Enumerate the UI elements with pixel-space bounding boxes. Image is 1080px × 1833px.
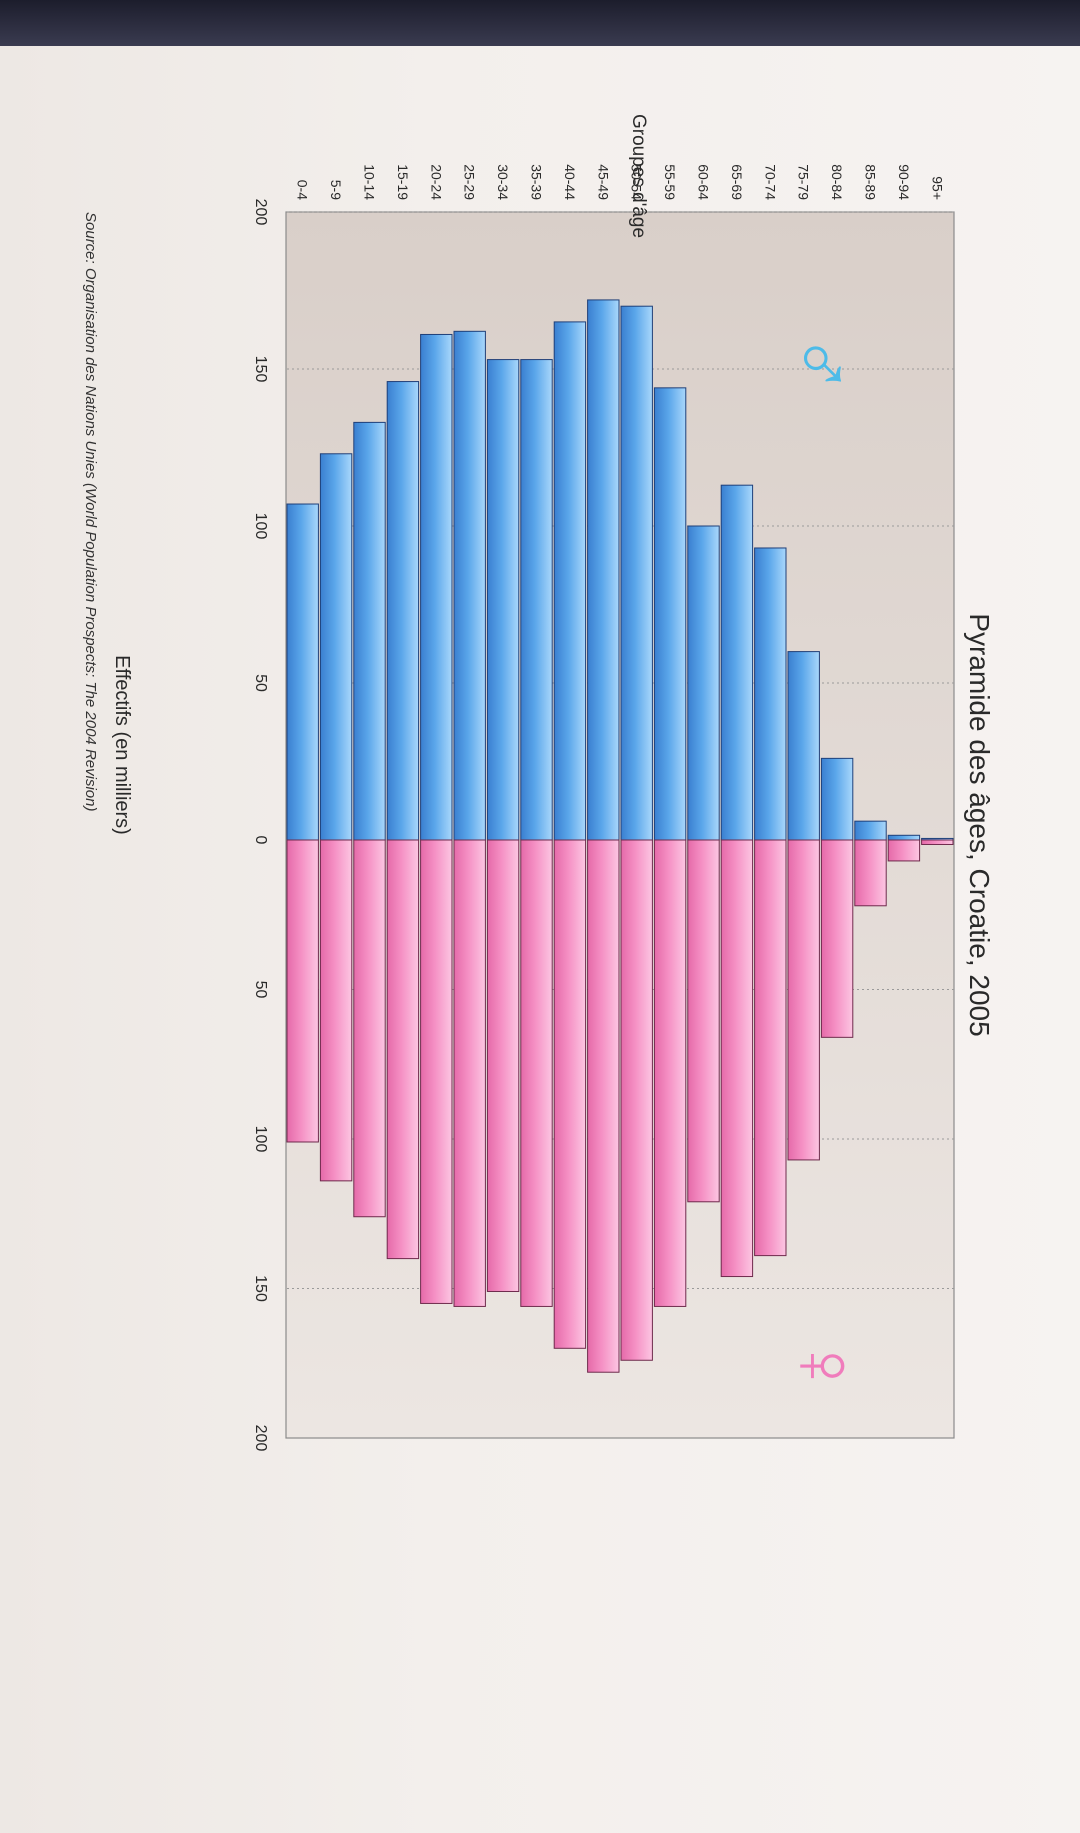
age-group-label: 60-64 bbox=[696, 164, 712, 200]
age-group-label: 40-44 bbox=[562, 164, 578, 200]
bar-female-10-14 bbox=[353, 839, 386, 1218]
bar-female-45-49 bbox=[587, 839, 620, 1373]
labels: 95+ 90-94 85-89 80-84 75-79 70-74 65-69 60-64 55… bbox=[252, 164, 945, 1451]
bar-female-85-89 bbox=[854, 839, 887, 907]
x-tick-label: 100 bbox=[252, 1126, 269, 1153]
bar-male-85-89 bbox=[854, 820, 887, 841]
age-group-label: 90-94 bbox=[896, 164, 912, 200]
age-group-label: 45-49 bbox=[595, 164, 611, 200]
bar-female-60-64 bbox=[687, 839, 720, 1203]
bar-female-35-39 bbox=[520, 839, 553, 1307]
age-group-label: 50-54 bbox=[629, 164, 645, 200]
bar-male-0-4 bbox=[286, 503, 319, 841]
x-tick-label: 200 bbox=[252, 1425, 269, 1452]
bar-female-90-94 bbox=[887, 839, 921, 862]
age-group-label: 95+ bbox=[929, 176, 945, 200]
screen-top-bar bbox=[0, 0, 1080, 46]
age-group-label: 55-59 bbox=[662, 164, 678, 200]
x-tick-label: 0 bbox=[252, 836, 269, 845]
age-group-label: 0-4 bbox=[295, 180, 311, 200]
male-symbol-icon: ♂ bbox=[779, 333, 873, 396]
bar-female-80-84 bbox=[820, 839, 854, 1038]
bar-female-25-29 bbox=[453, 839, 486, 1307]
x-tick-label: 50 bbox=[252, 981, 269, 999]
bar-male-30-34 bbox=[486, 359, 520, 841]
bar-female-65-69 bbox=[720, 839, 754, 1278]
bar-male-65-69 bbox=[720, 484, 754, 841]
bar-female-0-4 bbox=[286, 839, 319, 1143]
chart-title: Pyramide des âges, Croatie, 2005 bbox=[964, 613, 995, 1036]
bar-male-10-14 bbox=[353, 421, 386, 841]
bar-male-40-44 bbox=[553, 321, 587, 841]
age-group-label: 25-29 bbox=[462, 164, 478, 200]
bar-female-50-54 bbox=[620, 839, 653, 1361]
age-group-label: 35-39 bbox=[529, 164, 545, 200]
bar-male-90-94 bbox=[887, 834, 921, 841]
bars bbox=[286, 299, 954, 1373]
bar-male-35-39 bbox=[520, 359, 553, 841]
age-group-label: 30-34 bbox=[495, 164, 511, 200]
y-axis-label: Groupes d'âge bbox=[628, 114, 649, 238]
x-tick-label: 150 bbox=[252, 356, 269, 383]
age-group-label: 5-9 bbox=[328, 180, 344, 200]
bar-female-40-44 bbox=[553, 839, 587, 1349]
bar-male-80-84 bbox=[820, 757, 854, 841]
bar-male-15-19 bbox=[386, 381, 420, 841]
bar-male-60-64 bbox=[687, 525, 720, 841]
female-symbol-icon: ♀ bbox=[779, 1335, 873, 1398]
age-group-label: 20-24 bbox=[428, 164, 444, 200]
age-group-label: 65-69 bbox=[729, 164, 745, 200]
age-group-label: 70-74 bbox=[762, 164, 778, 200]
plot-area bbox=[285, 211, 955, 1439]
bar-male-25-29 bbox=[453, 330, 486, 841]
x-tick-label: 200 bbox=[252, 199, 269, 226]
bar-male-45-49 bbox=[587, 299, 620, 841]
age-group-label: 75-79 bbox=[796, 164, 812, 200]
x-tick-label: 50 bbox=[252, 674, 269, 692]
age-group-label: 80-84 bbox=[829, 164, 845, 200]
x-tick-label: 150 bbox=[252, 1275, 269, 1302]
bar-female-30-34 bbox=[486, 839, 520, 1292]
bar-male-20-24 bbox=[420, 333, 453, 841]
age-group-label: 85-89 bbox=[863, 164, 879, 200]
age-group-label: 10-14 bbox=[362, 164, 378, 200]
bar-male-75-79 bbox=[787, 651, 820, 841]
bar-male-5-9 bbox=[319, 453, 353, 841]
bar-female-5-9 bbox=[319, 839, 353, 1182]
x-axis-label: Effectifs (en milliers) bbox=[111, 655, 133, 835]
bar-female-75-79 bbox=[787, 839, 820, 1161]
bar-female-70-74 bbox=[754, 839, 787, 1257]
bar-male-50-54 bbox=[620, 305, 653, 841]
bar-male-70-74 bbox=[754, 547, 787, 841]
source-note: Source: Organisation des Nations Unies (… bbox=[82, 212, 99, 811]
bar-female-20-24 bbox=[420, 839, 453, 1304]
age-group-label: 15-19 bbox=[395, 164, 411, 200]
bar-female-55-59 bbox=[653, 839, 687, 1307]
bar-male-55-59 bbox=[653, 387, 687, 841]
bar-female-15-19 bbox=[386, 839, 420, 1260]
x-tick-label: 100 bbox=[252, 513, 269, 540]
bar-female-95+ bbox=[921, 839, 954, 845]
